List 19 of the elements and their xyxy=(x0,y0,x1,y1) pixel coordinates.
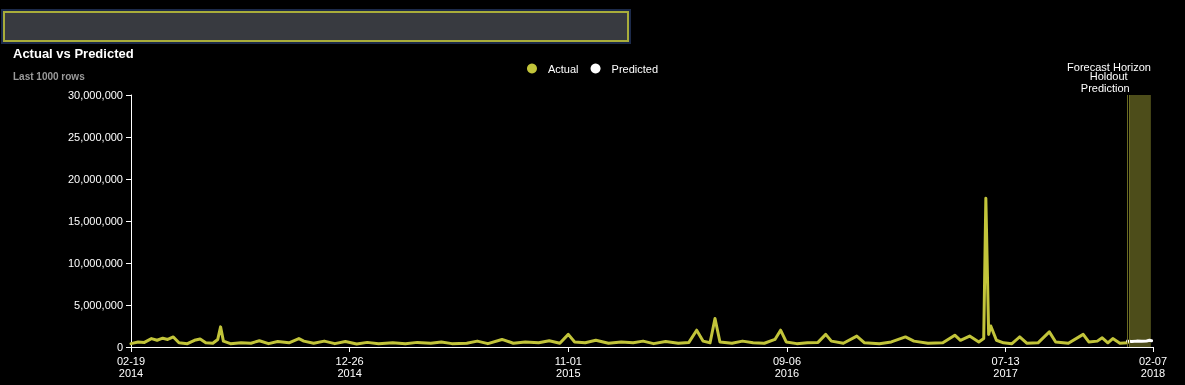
x-tick-label: 12-26 2014 xyxy=(335,355,364,379)
x-tick-label: 07-13 2017 xyxy=(991,355,1020,379)
y-tick-label: 20,000,000 xyxy=(67,173,123,185)
ref-line-label: Prediction xyxy=(1080,81,1130,94)
x-tick-label: 11-01 2015 xyxy=(554,355,582,379)
y-tick-label: 10,000,000 xyxy=(67,257,123,269)
line-series xyxy=(129,196,1130,346)
chart-title: Actual vs Predicted xyxy=(13,46,134,61)
y-tick-label: 25,000,000 xyxy=(67,131,123,143)
y-tick-label: 5,000,000 xyxy=(74,299,123,311)
x-tick-label: 02-19 2014 xyxy=(116,355,146,379)
text: Last 1000 rows xyxy=(13,70,86,82)
y-tick-label: 30,000,000 xyxy=(67,89,123,101)
x-tick-label: 02-07 2018 xyxy=(1138,355,1168,379)
y-tick-label: 0 xyxy=(116,341,123,353)
y-tick-label: 15,000,000 xyxy=(67,215,123,227)
legend-label: Predicted xyxy=(611,62,659,75)
x-tick-label: 09-06 2016 xyxy=(772,355,802,379)
legend-label: Actual xyxy=(547,62,579,75)
